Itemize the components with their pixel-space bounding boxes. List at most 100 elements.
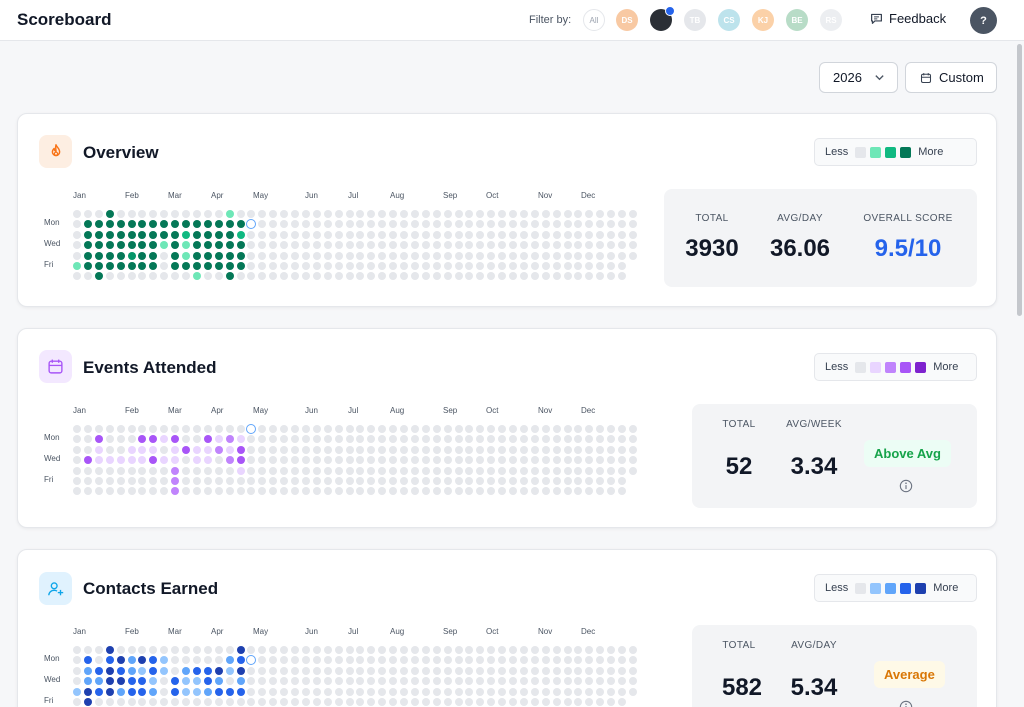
heatmap-cell[interactable] xyxy=(127,687,136,696)
heatmap-cell[interactable] xyxy=(225,487,234,496)
heatmap-cell[interactable] xyxy=(116,646,125,654)
heatmap-cell[interactable] xyxy=(225,656,234,665)
heatmap-cell[interactable] xyxy=(618,698,626,706)
heatmap-cell[interactable] xyxy=(291,272,299,281)
heatmap-cell[interactable] xyxy=(236,677,245,686)
heatmap-cell[interactable] xyxy=(432,272,441,281)
heatmap-cell[interactable] xyxy=(400,445,408,454)
heatmap-cell[interactable] xyxy=(465,646,474,654)
heatmap-cell[interactable] xyxy=(509,435,517,444)
heatmap-cell[interactable] xyxy=(214,487,223,496)
heatmap-cell[interactable] xyxy=(203,262,212,270)
heatmap-cell[interactable] xyxy=(160,646,169,654)
heatmap-cell[interactable] xyxy=(443,241,452,250)
heatmap-cell[interactable] xyxy=(225,466,234,475)
heatmap-cell[interactable] xyxy=(530,262,539,270)
heatmap-cell[interactable] xyxy=(563,487,572,496)
heatmap-cell[interactable] xyxy=(498,425,507,433)
heatmap-cell[interactable] xyxy=(105,656,114,665)
heatmap-cell[interactable] xyxy=(519,230,528,239)
heatmap-cell[interactable] xyxy=(160,210,169,218)
heatmap-cell[interactable] xyxy=(334,435,343,444)
heatmap-cell[interactable] xyxy=(171,445,180,454)
heatmap-cell[interactable] xyxy=(105,220,114,229)
heatmap-cell[interactable] xyxy=(182,251,190,260)
heatmap-cell[interactable] xyxy=(432,456,441,465)
heatmap-cell[interactable] xyxy=(116,272,125,281)
heatmap-cell[interactable] xyxy=(138,477,147,485)
heatmap-cell[interactable] xyxy=(225,251,234,260)
heatmap-cell[interactable] xyxy=(149,425,158,433)
heatmap-cell[interactable] xyxy=(127,230,136,239)
heatmap-cell[interactable] xyxy=(171,698,180,706)
heatmap-cell[interactable] xyxy=(454,251,463,260)
heatmap-cell[interactable] xyxy=(563,687,572,696)
heatmap-cell[interactable] xyxy=(443,251,452,260)
heatmap-cell[interactable] xyxy=(116,656,125,665)
heatmap-cell[interactable] xyxy=(563,425,572,433)
heatmap-cell[interactable] xyxy=(323,487,332,496)
heatmap-cell[interactable] xyxy=(487,241,496,250)
heatmap-cell[interactable] xyxy=(127,666,136,675)
heatmap-cell[interactable] xyxy=(465,698,474,706)
heatmap-cell[interactable] xyxy=(323,210,332,218)
heatmap-cell[interactable] xyxy=(73,210,81,218)
heatmap-cell[interactable] xyxy=(269,677,278,686)
heatmap-cell[interactable] xyxy=(160,656,169,665)
heatmap-cell[interactable] xyxy=(509,251,517,260)
heatmap-cell[interactable] xyxy=(225,425,234,433)
heatmap-cell[interactable] xyxy=(541,435,550,444)
heatmap-cell[interactable] xyxy=(149,466,158,475)
heatmap-cell[interactable] xyxy=(94,445,103,454)
heatmap-cell[interactable] xyxy=(563,220,572,229)
heatmap-cell[interactable] xyxy=(291,251,299,260)
heatmap-cell[interactable] xyxy=(421,241,430,250)
heatmap-cell[interactable] xyxy=(476,251,485,260)
heatmap-cell[interactable] xyxy=(487,435,496,444)
heatmap-cell[interactable] xyxy=(127,251,136,260)
heatmap-cell[interactable] xyxy=(149,677,158,686)
heatmap-cell[interactable] xyxy=(171,262,180,270)
heatmap-cell[interactable] xyxy=(182,425,190,433)
heatmap-cell[interactable] xyxy=(203,666,212,675)
heatmap-cell[interactable] xyxy=(94,677,103,686)
heatmap-cell[interactable] xyxy=(214,220,223,229)
heatmap-cell[interactable] xyxy=(105,477,114,485)
heatmap-cell[interactable] xyxy=(596,656,605,665)
heatmap-cell[interactable] xyxy=(519,445,528,454)
heatmap-cell[interactable] xyxy=(421,656,430,665)
heatmap-cell[interactable] xyxy=(192,425,201,433)
heatmap-cell[interactable] xyxy=(443,425,452,433)
heatmap-cell[interactable] xyxy=(192,456,201,465)
heatmap-cell[interactable] xyxy=(73,666,81,675)
heatmap-cell[interactable] xyxy=(116,698,125,706)
heatmap-cell[interactable] xyxy=(312,656,321,665)
heatmap-cell[interactable] xyxy=(519,666,528,675)
heatmap-cell[interactable] xyxy=(574,262,583,270)
heatmap-cell[interactable] xyxy=(83,251,92,260)
heatmap-cell[interactable] xyxy=(563,241,572,250)
heatmap-cell[interactable] xyxy=(214,272,223,281)
heatmap-cell[interactable] xyxy=(367,435,376,444)
heatmap-cell[interactable] xyxy=(280,666,289,675)
heatmap-cell[interactable] xyxy=(149,445,158,454)
heatmap-cell[interactable] xyxy=(410,445,419,454)
heatmap-cell[interactable] xyxy=(225,435,234,444)
heatmap-today-cell[interactable] xyxy=(246,424,257,434)
heatmap-cell[interactable] xyxy=(410,687,419,696)
heatmap-cell[interactable] xyxy=(487,445,496,454)
heatmap-cell[interactable] xyxy=(269,646,278,654)
heatmap-cell[interactable] xyxy=(519,251,528,260)
heatmap-cell[interactable] xyxy=(247,466,256,475)
heatmap-cell[interactable] xyxy=(214,210,223,218)
heatmap-cell[interactable] xyxy=(356,262,365,270)
heatmap-cell[interactable] xyxy=(73,445,81,454)
heatmap-cell[interactable] xyxy=(487,272,496,281)
heatmap-cell[interactable] xyxy=(552,698,561,706)
heatmap-cell[interactable] xyxy=(225,445,234,454)
heatmap-cell[interactable] xyxy=(323,220,332,229)
heatmap-cell[interactable] xyxy=(421,666,430,675)
heatmap-cell[interactable] xyxy=(73,466,81,475)
heatmap-cell[interactable] xyxy=(541,230,550,239)
heatmap-cell[interactable] xyxy=(618,262,626,270)
